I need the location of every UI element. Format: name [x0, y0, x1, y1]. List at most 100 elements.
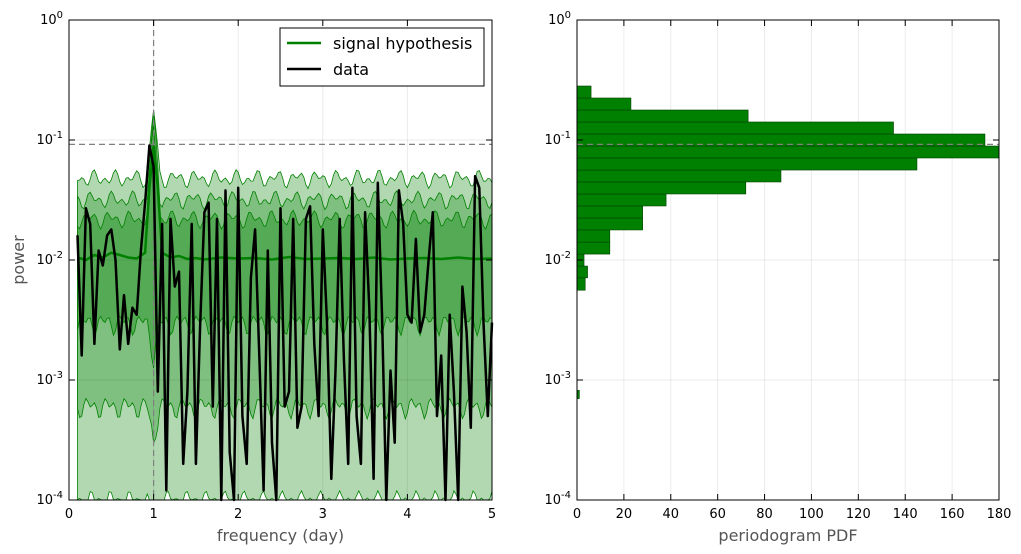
- data-point: [279, 207, 282, 210]
- data-point: [216, 218, 218, 220]
- left-y-axis-label: power: [9, 235, 28, 285]
- x-tick-label: 140: [893, 507, 918, 522]
- histogram-bar: [576, 145, 1000, 159]
- data-point: [427, 259, 430, 261]
- data-point: [152, 165, 155, 168]
- data-point: [250, 277, 252, 279]
- data-point: [283, 405, 286, 408]
- data-point: [228, 451, 231, 454]
- data-point: [343, 358, 345, 360]
- data-point: [300, 405, 303, 408]
- data-point: [224, 189, 227, 192]
- data-point: [203, 211, 206, 214]
- left-ticks: 0 1 2 3 4 5 10-4 10-3 10-2 10-1 100: [36, 10, 496, 522]
- x-tick-label: 0: [65, 507, 73, 522]
- x-tick-label: 20: [616, 507, 633, 522]
- data-point: [118, 348, 121, 351]
- data-point: [254, 228, 256, 231]
- power-spectrum-plot: 0 1 2 3 4 5 10-4 10-3 10-2 10-1 100 frequency (day…: [9, 10, 496, 545]
- data-point: [453, 390, 455, 393]
- y-tick-label: 10-1: [36, 130, 63, 148]
- x-tick-label: 4: [403, 507, 411, 522]
- x-tick-label: 40: [663, 507, 680, 522]
- data-point: [80, 354, 83, 357]
- x-tick-label: 120: [846, 507, 871, 522]
- y-tick-label: 10-1: [544, 130, 571, 148]
- data-point: [157, 390, 159, 393]
- data-point: [381, 313, 383, 316]
- right-grid: [576, 19, 1000, 501]
- data-point: [431, 211, 434, 214]
- data-point: [322, 228, 324, 231]
- data-points: [76, 144, 493, 501]
- y-tick-label: 10-4: [544, 490, 571, 508]
- data-point: [106, 234, 108, 237]
- y-tick-label: 10-3: [36, 370, 63, 388]
- data-point: [436, 415, 438, 417]
- data-point: [338, 218, 341, 220]
- data-point: [448, 313, 451, 316]
- data-point: [186, 390, 189, 393]
- data-point: [410, 321, 413, 324]
- legend-data-label: data: [333, 60, 369, 79]
- data-point: [482, 321, 485, 324]
- x-tick-label: 1: [149, 507, 157, 522]
- data-point: [389, 369, 392, 372]
- data-point: [334, 369, 337, 372]
- data-point: [262, 489, 265, 492]
- data-point: [207, 201, 210, 204]
- data-point: [241, 415, 244, 417]
- periodogram-pdf-plot: 0 20 40 60 80 100 120 140 160 180 10-4 10-3 10-2 10-1…: [544, 10, 1011, 545]
- legend-box: [279, 27, 485, 87]
- data-point: [440, 354, 443, 357]
- data-point: [212, 405, 214, 408]
- data-point: [313, 343, 316, 345]
- legend: signal hypothesis data: [279, 27, 485, 87]
- data-point: [89, 223, 91, 225]
- y-tick-label: 10-2: [544, 250, 571, 268]
- data-point: [182, 463, 185, 465]
- histogram-bar: [576, 181, 747, 195]
- data-point: [364, 211, 366, 214]
- data-point: [288, 390, 290, 393]
- data-point: [296, 426, 299, 429]
- data-point: [292, 218, 294, 220]
- histogram-bar: [576, 277, 586, 291]
- histogram-bar: [576, 265, 588, 279]
- data-point: [195, 463, 197, 465]
- data-point: [123, 294, 125, 296]
- data-point: [470, 426, 472, 429]
- data-point: [461, 285, 464, 288]
- data-point: [330, 478, 333, 480]
- data-point: [178, 270, 180, 273]
- data-point: [173, 285, 176, 288]
- y-tick-label: 10-3: [544, 370, 571, 388]
- data-point: [347, 463, 349, 465]
- histogram-bar: [576, 169, 782, 183]
- data-point: [93, 343, 96, 345]
- data-point: [114, 259, 117, 261]
- data-point: [419, 331, 421, 334]
- data-point: [474, 175, 476, 177]
- data-point: [465, 331, 468, 334]
- data-point: [199, 325, 201, 328]
- y-tick-label: 100: [40, 10, 63, 28]
- legend-signal-label: signal hypothesis: [333, 34, 472, 53]
- histogram-bar: [576, 109, 749, 123]
- data-point: [305, 218, 307, 220]
- data-point: [372, 478, 375, 480]
- data-point: [85, 207, 87, 210]
- confidence-bands: [77, 109, 493, 501]
- data-point: [478, 186, 481, 189]
- y-tick-label: 10-2: [36, 250, 63, 268]
- data-point: [406, 313, 409, 316]
- right-ticks: 0 20 40 60 80 100 120 140 160 180 10-4 10-3 10-2 10-1…: [544, 10, 1011, 522]
- data-point: [317, 415, 320, 417]
- x-tick-label: 60: [709, 507, 726, 522]
- data-point: [144, 201, 146, 204]
- data-point: [110, 228, 113, 231]
- data-point: [169, 218, 172, 220]
- x-tick-label: 5: [488, 507, 496, 522]
- x-tick-label: 0: [573, 507, 581, 522]
- data-point: [148, 144, 151, 147]
